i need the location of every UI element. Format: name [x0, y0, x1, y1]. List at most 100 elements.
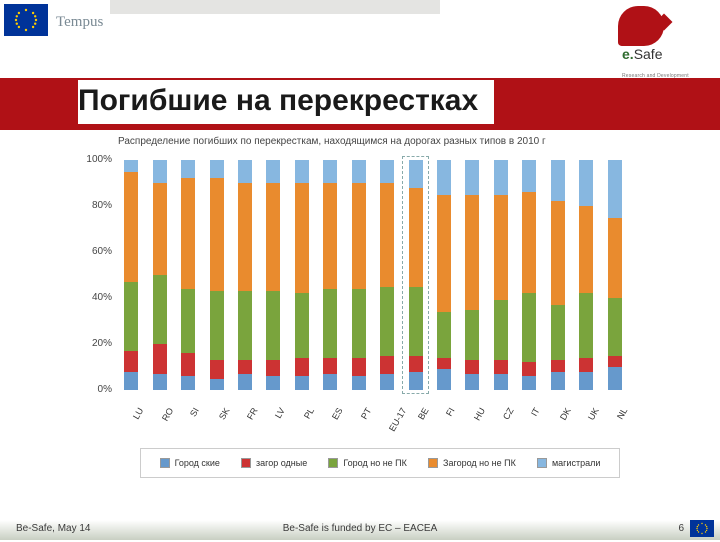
y-tick: 20% — [78, 338, 112, 349]
bar-group: IT — [518, 160, 540, 390]
bar — [181, 160, 195, 390]
bar — [210, 160, 224, 390]
bar-segment — [210, 160, 224, 178]
x-category: EU-17 — [387, 406, 408, 433]
bar-segment — [181, 353, 195, 376]
bar — [352, 160, 366, 390]
bar-segment — [238, 183, 252, 291]
bar-segment — [238, 160, 252, 183]
y-tick: 100% — [78, 154, 112, 165]
x-category: FI — [444, 406, 457, 418]
bar-segment — [352, 376, 366, 390]
bar-segment — [124, 282, 138, 351]
bar-group: PT — [348, 160, 370, 390]
bar — [579, 160, 593, 390]
bar — [522, 160, 536, 390]
bar — [608, 160, 622, 390]
bar-group: NL — [603, 160, 625, 390]
stacked-bar-chart: 0%20%40%60%80%100% LUROSISKFRLVPLESPTEU-… — [78, 160, 638, 420]
bar-segment — [153, 374, 167, 390]
y-tick: 0% — [78, 384, 112, 395]
bar-group: LU — [120, 160, 142, 390]
bar-segment — [181, 160, 195, 178]
bar-segment — [579, 358, 593, 372]
bar-segment — [608, 160, 622, 218]
legend-item: Город ские — [160, 458, 220, 468]
bar-group: RO — [148, 160, 170, 390]
legend-label: магистрали — [552, 459, 600, 468]
legend-swatch — [428, 458, 438, 468]
bar-segment — [323, 160, 337, 183]
bar-segment — [266, 160, 280, 183]
esafe-e: e. — [622, 46, 634, 62]
bar-segment — [210, 360, 224, 378]
bar-segment — [295, 358, 309, 376]
bar-segment — [522, 160, 536, 192]
bar-segment — [551, 305, 565, 360]
bar-segment — [437, 369, 451, 390]
bar-segment — [522, 362, 536, 376]
bar-segment — [522, 293, 536, 362]
page-subtitle: Распределение погибших по перекресткам, … — [118, 136, 546, 147]
bar-segment — [153, 275, 167, 344]
esafe-logo: e.Safe Research and Development — [618, 6, 700, 46]
bar-segment — [494, 300, 508, 360]
legend-label: загор одные — [256, 459, 307, 468]
esafe-s: Safe — [634, 46, 663, 62]
bar-segment — [238, 360, 252, 374]
legend-item: Загород но не ПК — [428, 458, 516, 468]
bar-segment — [352, 358, 366, 376]
bar-segment — [437, 160, 451, 195]
eu-flag-icon — [4, 4, 48, 36]
bar-segment — [380, 183, 394, 287]
footer-eu-flag-icon — [690, 520, 714, 537]
legend-label: Город ские — [175, 459, 220, 468]
bar-segment — [494, 195, 508, 301]
legend-swatch — [160, 458, 170, 468]
bar-segment — [295, 160, 309, 183]
x-category: NL — [615, 406, 629, 421]
bar-segment — [494, 360, 508, 374]
x-category: BE — [416, 406, 431, 421]
bar-segment — [295, 183, 309, 293]
header-grey-box — [110, 0, 440, 14]
footer: Be-Safe, May 14 Be-Safe is funded by EC … — [0, 512, 720, 540]
legend-label: Город но не ПК — [343, 459, 407, 468]
x-category: SK — [217, 406, 232, 421]
bar — [323, 160, 337, 390]
bar-segment — [153, 183, 167, 275]
bar-segment — [380, 374, 394, 390]
x-category: HU — [472, 406, 487, 422]
bar-segment — [579, 372, 593, 390]
bar-group: BE — [404, 160, 426, 390]
bar-segment — [380, 160, 394, 183]
bar-segment — [465, 374, 479, 390]
x-category: SI — [188, 406, 201, 418]
bar-group: FI — [433, 160, 455, 390]
bar-segment — [465, 160, 479, 195]
bar-segment — [266, 291, 280, 360]
x-category: DK — [558, 406, 573, 422]
bar-group: SK — [205, 160, 227, 390]
bar-segment — [608, 218, 622, 299]
bar — [465, 160, 479, 390]
bar-segment — [551, 201, 565, 305]
bar-segment — [465, 195, 479, 310]
bar-group: ES — [319, 160, 341, 390]
bar-segment — [210, 178, 224, 291]
bar-segment — [380, 287, 394, 356]
bar-segment — [153, 344, 167, 374]
page-title: Погибшие на перекрестках — [78, 80, 494, 124]
bar-group: UK — [575, 160, 597, 390]
x-category: FR — [245, 406, 260, 421]
footer-page: 6 — [678, 523, 684, 534]
legend-swatch — [241, 458, 251, 468]
bar-segment — [352, 183, 366, 289]
y-tick: 80% — [78, 200, 112, 211]
bar-segment — [210, 379, 224, 391]
legend-item: магистрали — [537, 458, 600, 468]
bar-segment — [551, 160, 565, 201]
y-tick: 60% — [78, 246, 112, 257]
bar-segment — [124, 351, 138, 372]
bar-segment — [266, 360, 280, 376]
